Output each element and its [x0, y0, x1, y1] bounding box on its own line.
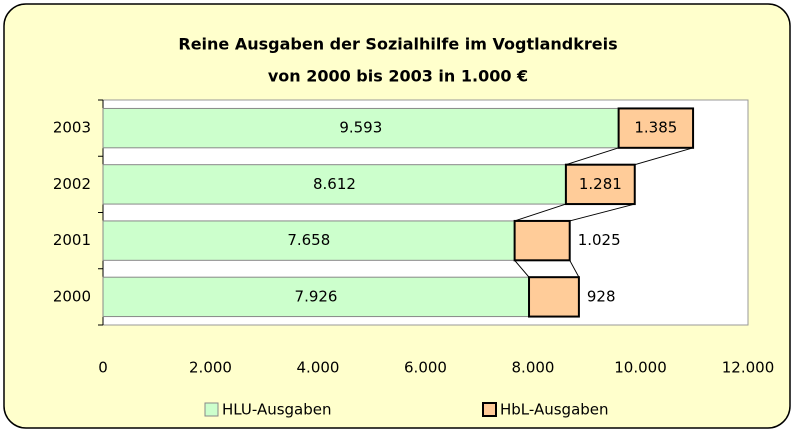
- bar: [564, 163, 636, 206]
- series-line: [569, 260, 580, 278]
- data-label: 7.926: [295, 287, 338, 305]
- data-label: 7.658: [287, 231, 330, 249]
- x-tick-label: 0: [98, 359, 108, 377]
- series-line: [514, 259, 530, 278]
- bar: [513, 219, 571, 262]
- bar: [102, 107, 620, 149]
- x-tick-label: 10.000: [614, 359, 667, 377]
- y-tick-label: 2001: [53, 231, 91, 249]
- y-tick-label: 2002: [53, 175, 91, 193]
- data-label: 1.025: [578, 231, 621, 249]
- series-line: [569, 203, 635, 222]
- legend-swatch: [482, 402, 497, 417]
- y-tick-label: 2003: [53, 119, 91, 137]
- x-tick-label: 12.000: [722, 359, 775, 377]
- y-tick-label: 2000: [53, 287, 91, 305]
- bar: [617, 107, 695, 149]
- data-label: 8.612: [313, 175, 356, 193]
- series-line: [514, 203, 567, 222]
- bar: [102, 276, 530, 318]
- x-tick-label: 4.000: [297, 359, 340, 377]
- bar: [102, 220, 516, 261]
- data-label: 1.281: [579, 175, 622, 193]
- legend-swatch: [204, 402, 219, 417]
- x-tick-label: 6.000: [404, 359, 447, 377]
- x-tick-label: 2.000: [189, 359, 232, 377]
- bar: [102, 164, 567, 205]
- legend-label: HbL-Ausgaben: [500, 401, 609, 419]
- chart-subtitle: von 2000 bis 2003 in 1.000 €: [268, 67, 528, 86]
- series-line: [565, 147, 619, 166]
- chart-title: Reine Ausgaben der Sozialhilfe im Vogtla…: [178, 35, 617, 54]
- data-label: 928: [587, 287, 616, 305]
- x-tick-label: 8.000: [512, 359, 555, 377]
- legend-label: HLU-Ausgaben: [222, 401, 332, 419]
- bar: [528, 276, 580, 318]
- series-line: [634, 147, 694, 166]
- data-label: 9.593: [339, 119, 382, 137]
- data-label: 1.385: [634, 119, 677, 137]
